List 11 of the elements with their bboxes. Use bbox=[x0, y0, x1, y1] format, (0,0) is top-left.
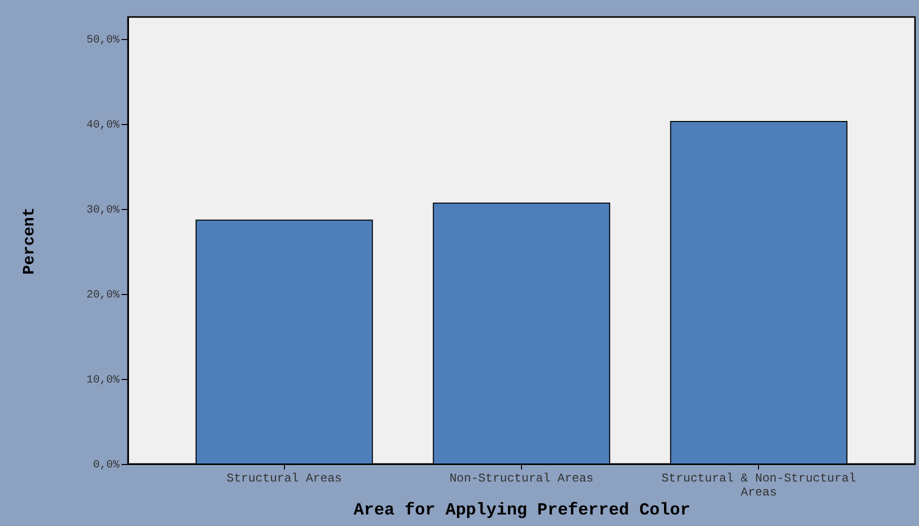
x-tick-label: Non-Structural Areas bbox=[449, 472, 594, 486]
x-tick-label: Structural Areas bbox=[226, 472, 342, 486]
y-tick-label: 40,0% bbox=[86, 120, 120, 132]
y-tick-label: 30,0% bbox=[86, 204, 120, 217]
y-tick-label: 20,0% bbox=[86, 290, 120, 302]
y-tick-label: 10,0% bbox=[86, 374, 120, 387]
x-tick-label: Structural & Non-Structural Areas bbox=[662, 472, 856, 500]
x-axis-title: Area for Applying Preferred Color bbox=[354, 502, 690, 520]
y-tick-label: 0,0% bbox=[93, 460, 120, 472]
y-tick-label: 50,0% bbox=[86, 34, 120, 47]
y-axis-title: Percent bbox=[20, 207, 38, 275]
